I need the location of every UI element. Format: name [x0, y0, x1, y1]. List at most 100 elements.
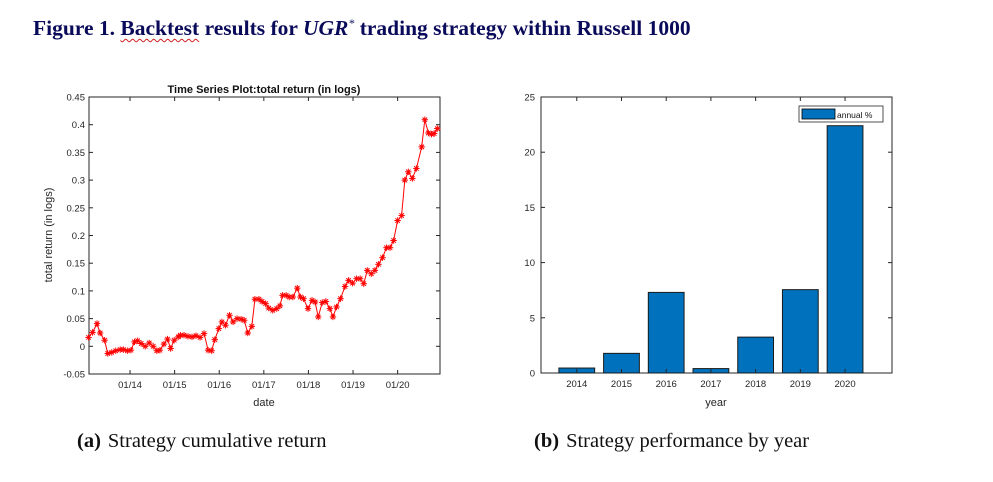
data-point [394, 217, 401, 224]
data-point [322, 298, 330, 305]
data-point [241, 317, 248, 324]
data-point [96, 329, 104, 337]
line-chart-plot-area [88, 96, 441, 375]
data-point [289, 293, 297, 301]
data-point [262, 300, 269, 307]
x-tick-label: 01/17 [252, 380, 276, 391]
data-point [401, 176, 408, 184]
line-chart-ylabel: total return (in logs) [43, 188, 55, 283]
bar-2018 [737, 336, 775, 374]
data-point [311, 298, 319, 306]
y-tick-label: 0.05 [67, 314, 86, 325]
data-point [164, 335, 171, 343]
caption-a-label: (a) [77, 430, 101, 452]
data-point [326, 305, 334, 312]
caption-b-text: Strategy performance by year [566, 430, 810, 452]
y-tick-label: 25 [524, 93, 535, 104]
caption-b: (b) Strategy performance by year [534, 430, 809, 453]
y-tick-label: 0.25 [67, 203, 86, 214]
caption-a-text: Strategy cumulative return [107, 430, 327, 452]
x-tick-label: 01/15 [163, 380, 187, 391]
line-chart-xlabel: date [253, 397, 274, 409]
data-point [233, 315, 241, 322]
data-point [89, 329, 96, 336]
data-point [258, 298, 266, 305]
data-point [337, 295, 344, 302]
data-point [215, 325, 222, 332]
bar-chart-xlabel: year [705, 397, 727, 409]
data-point [315, 313, 322, 321]
bar-chart-bars [558, 125, 864, 374]
x-tick-label: 2016 [656, 379, 677, 390]
data-point [184, 333, 192, 340]
data-point [398, 212, 405, 219]
y-tick-label: -0.05 [63, 370, 85, 381]
line-chart-title: Time Series Plot:total return (in logs) [168, 84, 361, 96]
ugr-text: UGR [302, 16, 349, 41]
ugr-symbol: UGR* [303, 16, 354, 40]
ugr-superscript: * [348, 16, 355, 30]
data-point [150, 343, 157, 350]
data-point [431, 130, 438, 137]
figure-prefix: Figure 1. [33, 16, 116, 41]
data-point [300, 295, 307, 302]
data-point [196, 334, 204, 341]
data-point [244, 329, 251, 337]
x-tick-label: 2019 [790, 379, 811, 390]
y-tick-label: 0.15 [67, 259, 86, 270]
data-point [341, 283, 349, 290]
data-point [304, 305, 312, 312]
x-tick-label: 01/16 [207, 380, 231, 391]
data-point [421, 116, 429, 123]
data-point [222, 322, 229, 329]
bar-2016 [647, 291, 685, 374]
data-point [375, 261, 382, 268]
data-point [85, 334, 92, 341]
data-point [333, 303, 340, 311]
data-point [434, 125, 441, 132]
data-point [127, 346, 135, 354]
data-point [112, 347, 119, 354]
data-point [200, 330, 208, 337]
caption-a: (a) Strategy cumulative return [77, 430, 327, 453]
bar-2020 [826, 125, 864, 374]
data-point [390, 237, 397, 244]
data-point [167, 345, 174, 352]
x-tick-label: 2018 [745, 379, 766, 390]
spellcheck-word: Backtest [120, 16, 200, 41]
x-tick-label: 01/18 [297, 380, 321, 391]
y-tick-label: 0.2 [72, 231, 85, 242]
bar-2019 [781, 289, 819, 374]
y-tick-label: 15 [524, 203, 535, 214]
x-tick-label: 2017 [700, 379, 721, 390]
figure-title-mid: results for [204, 16, 298, 41]
data-point [413, 165, 420, 172]
y-tick-label: 0 [80, 342, 85, 353]
data-point [137, 340, 145, 347]
data-point [93, 320, 101, 327]
y-tick-label: 0.35 [67, 148, 86, 159]
y-tick-label: 20 [524, 148, 535, 159]
data-point [379, 254, 386, 261]
data-point [211, 336, 218, 343]
bar-chart-legend: annual % [798, 105, 884, 123]
data-point [329, 313, 337, 321]
line-series [85, 116, 441, 357]
data-point [386, 244, 394, 251]
x-tick-label: 01/20 [386, 380, 410, 391]
data-point [360, 280, 367, 287]
data-point [160, 340, 168, 348]
data-point [294, 284, 301, 292]
x-tick-label: 01/14 [118, 380, 142, 391]
data-point [226, 312, 233, 319]
legend-swatch [801, 108, 836, 120]
x-tick-label: 2015 [611, 379, 632, 390]
y-tick-label: 0.45 [67, 93, 86, 104]
data-point [134, 337, 141, 344]
y-tick-label: 0.1 [72, 286, 85, 297]
data-point [371, 267, 379, 274]
data-point [276, 302, 284, 310]
data-point [349, 279, 356, 287]
